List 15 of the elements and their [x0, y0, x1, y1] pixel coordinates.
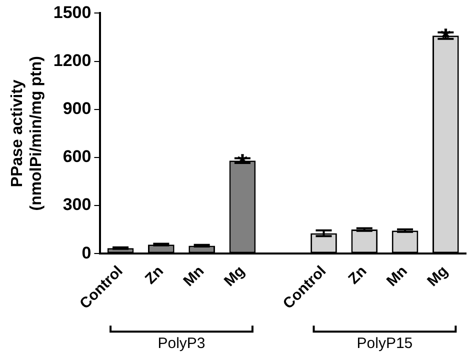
x-tick-label: Zn: [142, 262, 167, 288]
text: PolyP3: [158, 335, 206, 352]
x-tick-label: Mg: [424, 262, 452, 290]
y-tick-label: 600: [62, 147, 92, 166]
x-tick-label: Mg: [220, 262, 248, 290]
y-tick-label: 1200: [53, 50, 92, 70]
y-tick-label: 0: [82, 243, 92, 262]
y-tick-label: 300: [62, 195, 92, 214]
y-axis-title: PPase activity (nmolPi/min/mg ptn): [9, 56, 46, 211]
text: PolyP15: [356, 335, 413, 352]
x-tick-label: Mn: [383, 262, 411, 290]
y-tick-label: 900: [62, 99, 92, 118]
x-tick-label: Zn: [345, 262, 370, 288]
y-tick-label: 1500: [53, 2, 92, 22]
x-tick-label: Mn: [180, 262, 208, 290]
